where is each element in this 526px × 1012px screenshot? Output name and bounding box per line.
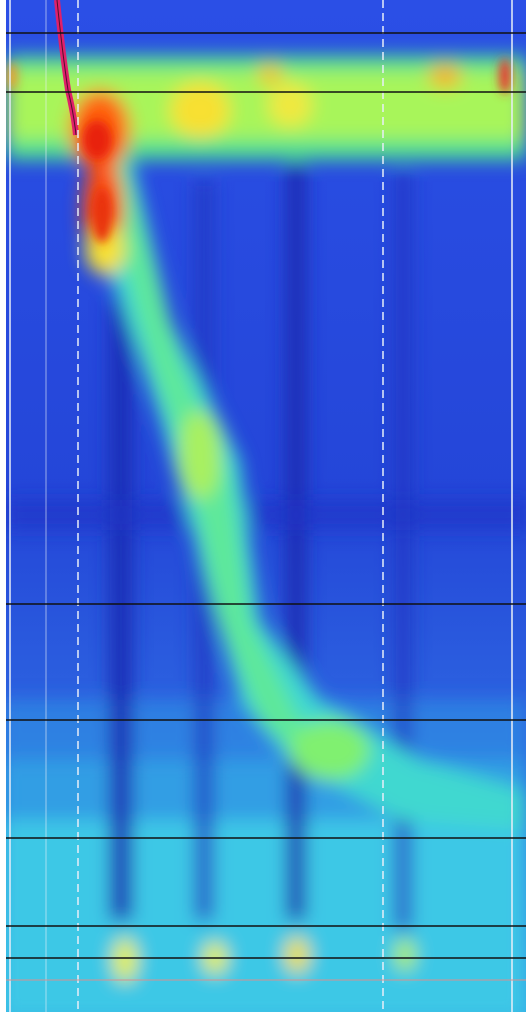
pressure-heatmap	[0, 0, 526, 1012]
heatmap-field	[0, 0, 526, 1012]
